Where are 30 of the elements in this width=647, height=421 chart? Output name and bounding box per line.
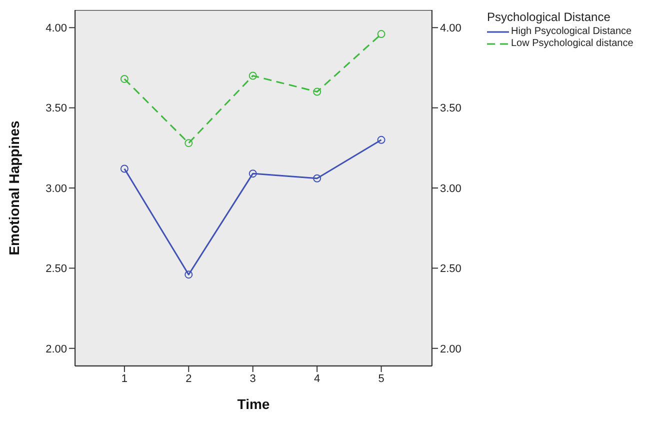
x-tick-label: 2 xyxy=(186,372,192,385)
y2-tick-label: 2.50 xyxy=(440,263,462,276)
y2-tick-label: 4.00 xyxy=(440,22,462,35)
y-tick-label: 2.00 xyxy=(46,343,67,356)
point xyxy=(313,88,322,96)
x-tick-label: 1 xyxy=(121,372,128,385)
legend-label: Low Psychological distance xyxy=(511,38,634,49)
x-tick-label: 3 xyxy=(250,372,256,385)
point xyxy=(120,164,128,173)
point xyxy=(184,270,193,279)
y-tick-label: 2.50 xyxy=(46,263,67,276)
y-tick-label: 3.50 xyxy=(46,102,67,115)
y2-tick-label: 2.00 xyxy=(440,343,462,356)
y2-tick-label: 3.00 xyxy=(440,182,462,195)
y-axis-title: Emotional Happines xyxy=(6,120,22,256)
x-tick-label: 4 xyxy=(314,372,320,385)
point xyxy=(313,174,322,182)
y-tick-label: 3.00 xyxy=(46,182,67,195)
point xyxy=(377,30,386,38)
point xyxy=(377,136,386,144)
y-tick-label: 4.00 xyxy=(46,22,67,35)
point xyxy=(120,74,128,83)
point xyxy=(248,170,257,178)
y2-tick-label: 3.50 xyxy=(440,102,462,115)
x-tick-label: 5 xyxy=(378,372,384,385)
x-axis-title: Time xyxy=(237,396,270,412)
point xyxy=(248,72,257,80)
point xyxy=(184,139,193,148)
legend-label: High Psycological Distance xyxy=(511,26,632,37)
legend-title: Psychological Distance xyxy=(487,10,612,24)
